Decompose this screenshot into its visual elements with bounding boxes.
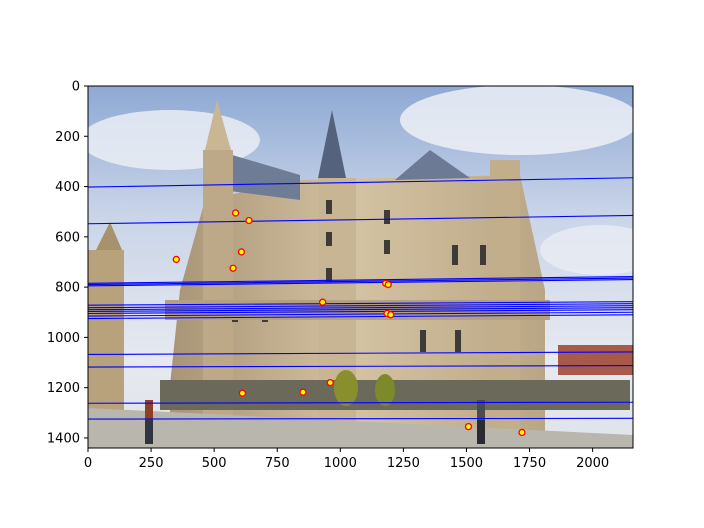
- x-tick-label: 0: [84, 456, 92, 471]
- keypoint-marker: [464, 422, 473, 431]
- x-tick-label: 750: [265, 456, 290, 471]
- epipolar-line: [88, 277, 633, 286]
- epipolar-line: [88, 303, 633, 309]
- y-tick-label: 0: [72, 80, 80, 95]
- y-tick-label: 400: [55, 180, 80, 195]
- x-tick-label: 1000: [324, 456, 357, 471]
- keypoint-marker: [387, 311, 395, 319]
- epipolar-line: [88, 417, 633, 420]
- epipolar-line: [88, 301, 633, 306]
- x-tick-label: 1250: [387, 456, 420, 471]
- epipolar-line: [88, 276, 633, 284]
- keypoint-marker: [237, 248, 246, 256]
- epipolar-line: [88, 305, 633, 311]
- epipolar-line: [88, 177, 633, 188]
- x-tick-label: 1500: [450, 456, 483, 471]
- keypoint-marker: [245, 216, 253, 225]
- y-tick-label: 1000: [47, 331, 80, 346]
- x-tick-label: 2000: [576, 456, 609, 471]
- y-tick-label: 200: [55, 130, 80, 145]
- epipolar-line: [88, 279, 633, 287]
- x-tick-label: 250: [139, 456, 164, 471]
- keypoint-marker: [231, 209, 240, 217]
- y-tick-label: 600: [55, 230, 80, 245]
- epipolar-line: [88, 351, 633, 356]
- background-photo: [88, 86, 633, 448]
- epipolar-line: [88, 314, 633, 320]
- axes-frame: [87, 85, 634, 449]
- y-tick-label: 800: [55, 281, 80, 296]
- keypoint-marker: [326, 378, 334, 387]
- epipolar-line: [88, 214, 633, 225]
- keypoint-marker: [229, 264, 237, 272]
- y-axis: 0 200 400 600 800 1000 1200 1400: [47, 80, 88, 446]
- x-tick-label: 500: [202, 456, 227, 471]
- epipolar-line: [88, 401, 633, 404]
- x-axis: 0 250 500 750 1000 1250 1500 1750 2000: [84, 448, 609, 471]
- y-tick-label: 1400: [47, 431, 80, 446]
- epipolar-lines: [88, 177, 633, 420]
- epipolar-line: [88, 307, 633, 313]
- keypoint-marker: [319, 298, 327, 306]
- x-tick-label: 1750: [513, 456, 546, 471]
- keypoint-marker: [299, 388, 307, 396]
- keypoint-marker: [172, 255, 180, 264]
- y-tick-label: 1200: [47, 381, 80, 396]
- epipolar-line: [88, 311, 633, 317]
- keypoints: [172, 209, 526, 437]
- keypoint-marker: [518, 428, 526, 437]
- keypoint-marker: [384, 280, 392, 289]
- epipolar-line: [88, 364, 633, 368]
- epipolar-line: [88, 309, 633, 315]
- keypoint-marker: [238, 389, 247, 397]
